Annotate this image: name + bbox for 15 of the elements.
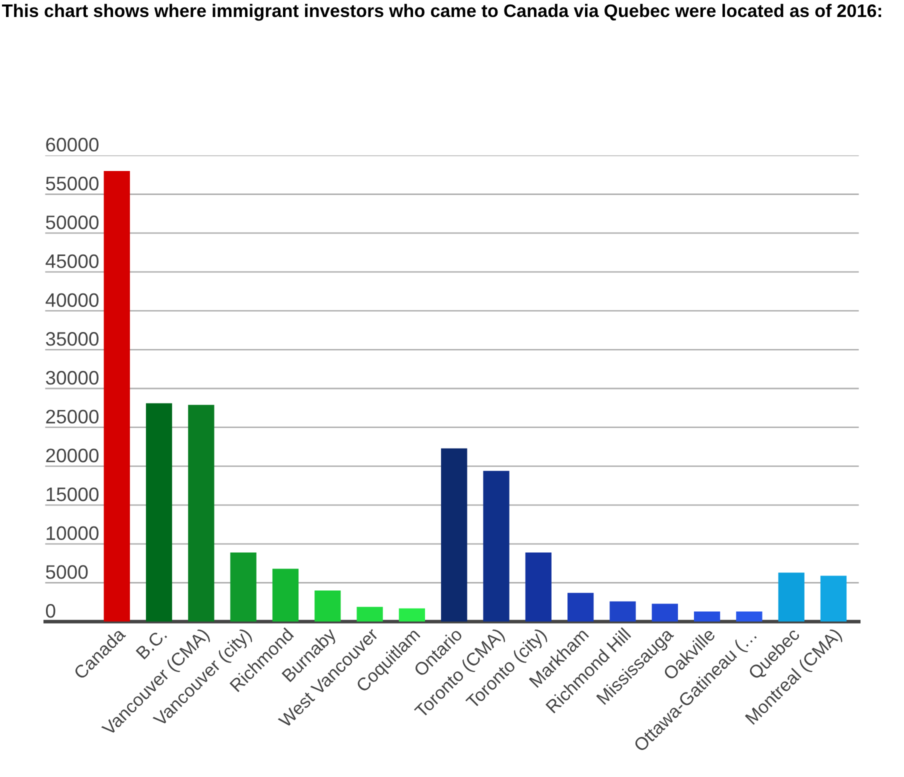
- y-tick-label: 25000: [46, 410, 99, 424]
- y-tick-label: 60000: [46, 138, 99, 152]
- y-tick-label: 20000: [46, 448, 99, 462]
- y-tick-label: 45000: [46, 254, 99, 268]
- x-tick-label: B.C.: [136, 628, 168, 660]
- y-tick-label: 55000: [46, 176, 99, 190]
- y-tick-label: 10000: [46, 526, 99, 540]
- y-tick-label: 0: [46, 604, 56, 618]
- chart-title: This chart shows where immigrant investors who came to Canada via Quebec were located as of 2016:: [2, 4, 882, 21]
- y-tick-label: 15000: [46, 487, 99, 502]
- y-tick-label: 40000: [46, 293, 99, 307]
- y-tick-label: 30000: [46, 370, 99, 385]
- y-tick-label: 35000: [46, 332, 99, 346]
- y-tick-label: 5000: [46, 565, 88, 579]
- y-tick-label: 50000: [46, 215, 99, 230]
